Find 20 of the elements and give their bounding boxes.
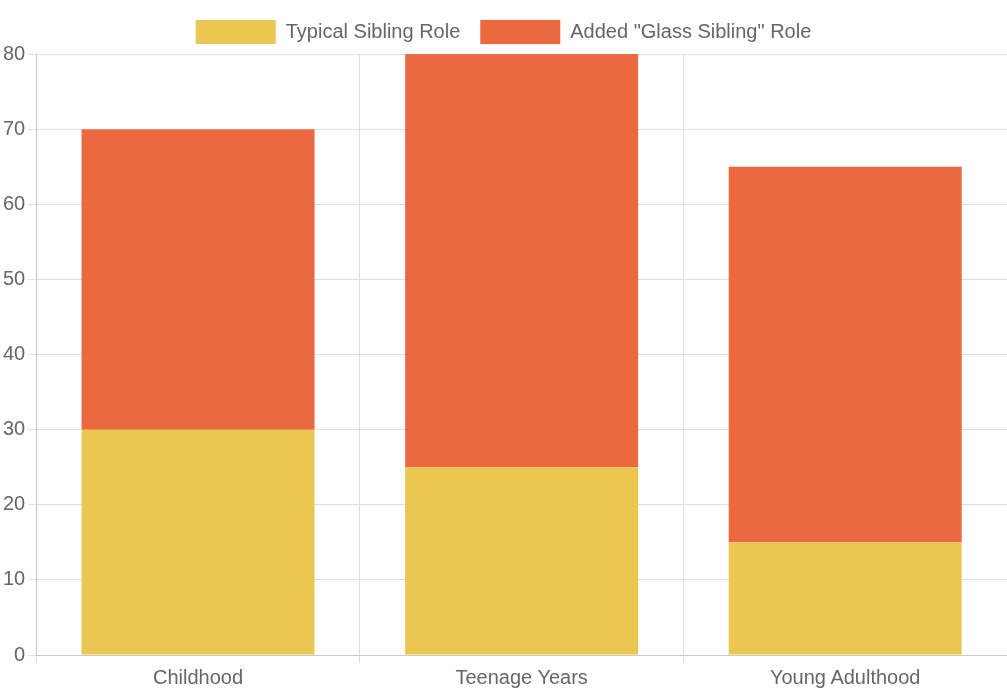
bar [81,129,315,430]
bar [405,54,639,468]
y-tick-label: 80 [3,41,26,64]
legend-label: Added "Glass Sibling" Role [570,19,812,42]
x-tick-label: Childhood [153,665,244,688]
bar [81,429,315,655]
y-tick-label: 20 [3,492,26,515]
x-tick-label: Teenage Years [455,665,588,688]
y-tick-label: 70 [3,116,26,139]
y-tick-label: 10 [3,567,26,590]
legend-label: Typical Sibling Role [285,19,461,42]
y-tick-label: 40 [3,342,26,365]
y-tick-label: 50 [3,266,26,289]
x-tick-label: Young Adulthood [769,665,921,688]
bar [405,467,639,655]
y-tick-label: 60 [3,191,26,214]
bar [728,542,962,655]
y-tick-label: 0 [14,642,26,665]
bar [728,166,962,543]
y-tick-label: 30 [3,417,26,440]
